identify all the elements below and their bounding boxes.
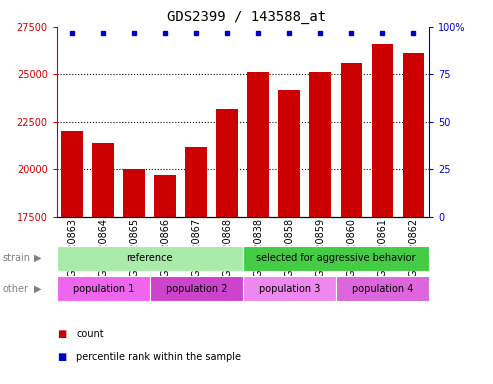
Text: count: count <box>76 329 104 339</box>
Bar <box>61 131 83 217</box>
Bar <box>57 246 243 271</box>
Text: population 1: population 1 <box>72 284 134 294</box>
Bar <box>247 73 269 217</box>
Bar <box>310 73 331 217</box>
Bar <box>216 109 238 217</box>
Bar <box>185 147 207 217</box>
Text: population 4: population 4 <box>352 284 413 294</box>
Text: ▶: ▶ <box>34 284 41 294</box>
Text: strain: strain <box>2 253 31 263</box>
Bar <box>154 175 176 217</box>
Bar <box>57 276 150 301</box>
Text: GDS2399 / 143588_at: GDS2399 / 143588_at <box>167 10 326 23</box>
Text: ■: ■ <box>57 352 66 362</box>
Bar <box>403 53 424 217</box>
Text: reference: reference <box>127 253 173 263</box>
Text: population 3: population 3 <box>259 284 320 294</box>
Bar <box>150 276 243 301</box>
Text: population 2: population 2 <box>166 284 227 294</box>
Text: percentile rank within the sample: percentile rank within the sample <box>76 352 242 362</box>
Bar <box>243 276 336 301</box>
Text: other: other <box>2 284 29 294</box>
Bar <box>372 44 393 217</box>
Text: ■: ■ <box>57 329 66 339</box>
Bar <box>123 169 145 217</box>
Text: ▶: ▶ <box>34 253 41 263</box>
Bar <box>92 143 114 217</box>
Bar <box>341 63 362 217</box>
Bar <box>336 276 429 301</box>
Bar <box>243 246 429 271</box>
Bar <box>279 89 300 217</box>
Text: selected for aggressive behavior: selected for aggressive behavior <box>256 253 416 263</box>
